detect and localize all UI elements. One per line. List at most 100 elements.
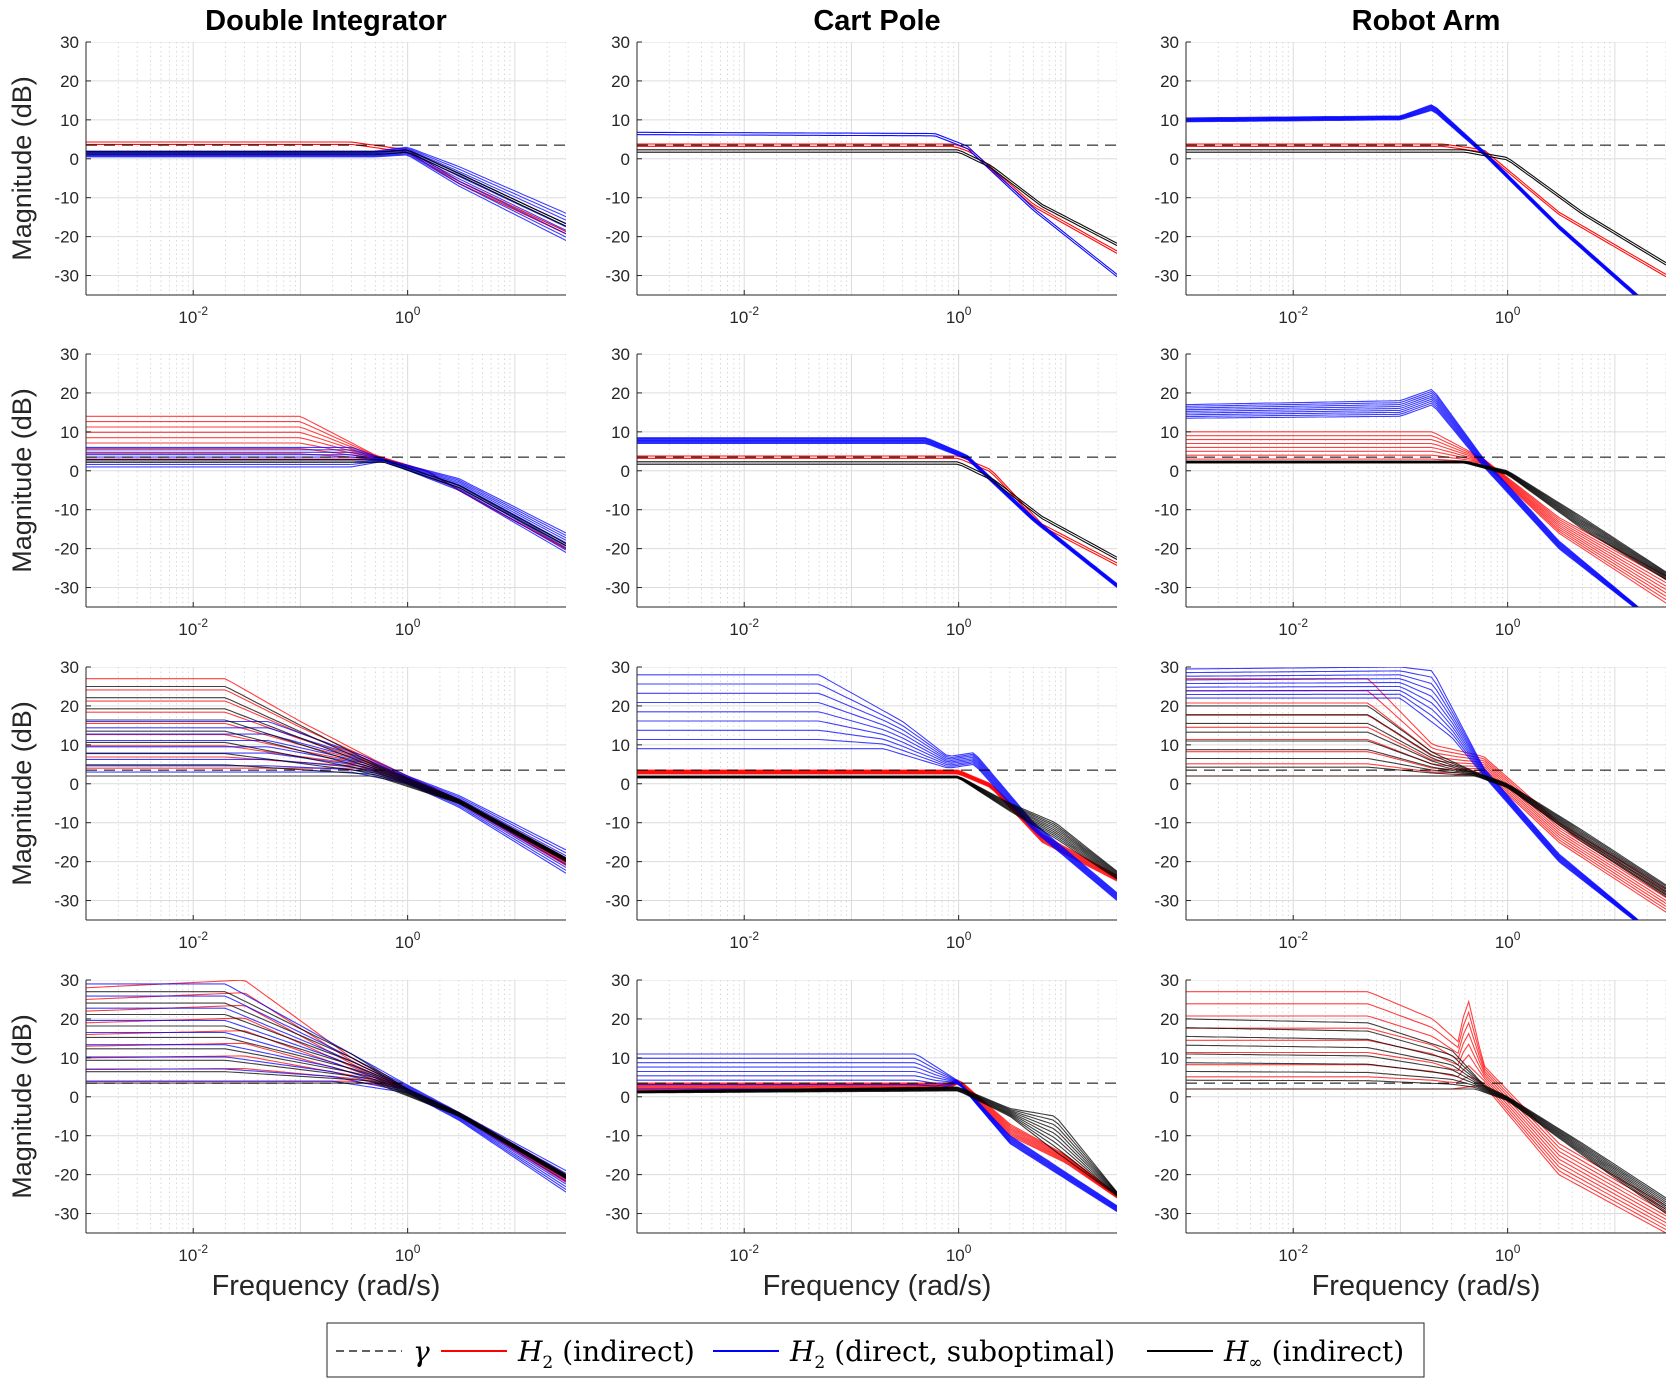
x-tick-exponent: -2 — [197, 616, 208, 630]
x-tick-label: 10-2 — [178, 1242, 208, 1265]
y-tick-label: -30 — [1154, 267, 1179, 286]
series-000000 — [1186, 149, 1666, 266]
x-tick-exponent: 0 — [1514, 929, 1521, 943]
series-line — [1186, 667, 1640, 920]
series-line — [86, 1056, 566, 1188]
grid — [1186, 42, 1666, 295]
series-line — [637, 1057, 1117, 1207]
y-tick-label: 30 — [1160, 345, 1179, 364]
series-line — [637, 711, 1117, 898]
series-line — [1186, 454, 1666, 597]
series-line — [1186, 1018, 1666, 1199]
x-tick-label: 10-2 — [1278, 929, 1308, 952]
series-line — [1186, 1039, 1666, 1220]
legend-label-base: H — [517, 1335, 543, 1368]
y-tick-label: 0 — [1170, 1088, 1179, 1107]
series-0000ff — [637, 437, 1117, 588]
x-tick-exponent: 0 — [965, 616, 972, 630]
x-tick-exponent: 0 — [414, 1242, 421, 1256]
y-tick-label: 20 — [611, 1010, 630, 1029]
grid — [86, 354, 566, 607]
x-tick-exponent: -2 — [197, 929, 208, 943]
plot-area — [1186, 980, 1666, 1233]
y-tick-label: 0 — [621, 150, 630, 169]
series-line — [1186, 714, 1666, 887]
grid — [637, 667, 1117, 920]
series-line — [1186, 1027, 1666, 1217]
series-line — [1186, 682, 1637, 920]
y-tick-label: -30 — [54, 579, 79, 598]
plot-area — [86, 354, 566, 607]
series-line — [1186, 1015, 1666, 1214]
x-tick-base: 10 — [1495, 620, 1514, 639]
x-axis-labels: Frequency (rad/s) Frequency (rad/s) Freque… — [212, 1270, 1541, 1302]
series-line — [1186, 1044, 1666, 1205]
series-line — [1186, 1088, 1666, 1214]
x-tick-label: 100 — [946, 616, 972, 639]
grid — [637, 354, 1117, 607]
series-line — [1186, 1035, 1666, 1203]
y-tick-label: 0 — [621, 462, 630, 481]
x-tick-exponent: -2 — [748, 616, 759, 630]
y-tick-label: -20 — [1154, 853, 1179, 872]
series-line — [1186, 450, 1666, 594]
series-line — [1186, 775, 1666, 898]
x-tick-label: 100 — [1495, 929, 1521, 952]
series-line — [86, 148, 566, 221]
series-line — [86, 460, 566, 553]
series-line — [86, 149, 566, 225]
x-tick-label: 10-2 — [729, 616, 759, 639]
y-tick-label: 10 — [1160, 111, 1179, 130]
series-0000ff — [1186, 667, 1640, 920]
series-line — [1186, 757, 1666, 895]
y-tick-label: -10 — [1154, 501, 1179, 520]
series-line — [86, 461, 566, 547]
y-tick-label: -30 — [1154, 1205, 1179, 1224]
y-tick-label: -30 — [54, 1205, 79, 1224]
series-layer — [1186, 667, 1666, 920]
x-tick-exponent: 0 — [1514, 1242, 1521, 1256]
y-tick-label: 20 — [1160, 697, 1179, 716]
series-line — [1186, 670, 1639, 920]
y-tick-label: 20 — [60, 384, 79, 403]
plot-area — [637, 667, 1117, 920]
series-line — [86, 991, 566, 1176]
series-line — [86, 1080, 566, 1193]
grid — [1186, 667, 1666, 920]
plot-area — [86, 42, 566, 295]
y-axis-label: Magnitude (dB) — [7, 76, 37, 261]
y-tick-label: 30 — [611, 33, 630, 52]
series-line — [637, 775, 1117, 872]
y-tick-label: -30 — [605, 267, 630, 286]
y-tick-label: 10 — [611, 736, 630, 755]
series-line — [637, 1079, 1117, 1211]
y-tick-label: -20 — [54, 1166, 79, 1185]
series-ff0000 — [86, 415, 566, 550]
series-0000ff — [1186, 104, 1639, 295]
x-tick-base: 10 — [729, 620, 748, 639]
x-tick-label: 10-2 — [729, 304, 759, 327]
series-line — [637, 461, 1117, 558]
series-000000 — [637, 149, 1117, 247]
legend-label-subscript: ∞ — [1248, 1353, 1262, 1373]
series-line — [1186, 740, 1666, 892]
series-line — [86, 415, 566, 550]
x-tick-label: 100 — [946, 929, 972, 952]
series-line — [86, 446, 566, 534]
series-layer — [637, 674, 1117, 901]
legend-label-note: (indirect) — [1272, 1335, 1405, 1368]
y-tick-label: -20 — [54, 540, 79, 559]
legend-label: γ — [413, 1335, 430, 1368]
y-tick-label: -10 — [605, 501, 630, 520]
y-tick-label: -20 — [54, 853, 79, 872]
series-line — [86, 152, 566, 235]
y-tick-label: 30 — [60, 33, 79, 52]
y-tick-label: 30 — [1160, 658, 1179, 677]
series-line — [1186, 1070, 1666, 1211]
series-line — [1186, 446, 1666, 590]
series-line — [86, 1068, 566, 1190]
series-line — [86, 459, 566, 545]
